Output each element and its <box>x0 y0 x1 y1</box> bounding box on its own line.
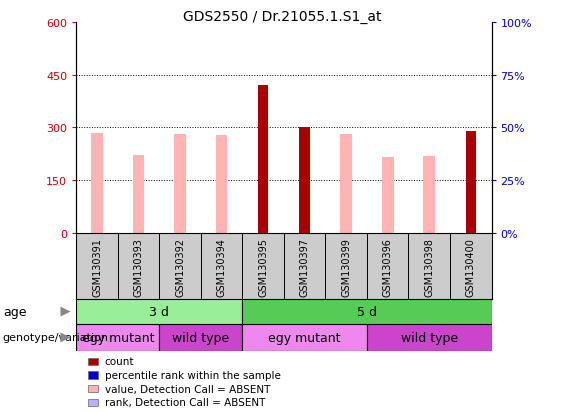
Text: GSM130395: GSM130395 <box>258 237 268 296</box>
Bar <box>91 133 103 233</box>
Text: value, Detection Call = ABSENT: value, Detection Call = ABSENT <box>105 384 270 394</box>
Bar <box>423 157 435 233</box>
Bar <box>382 158 394 233</box>
Text: GSM130399: GSM130399 <box>341 237 351 296</box>
Text: age: age <box>3 305 27 318</box>
Bar <box>466 131 476 233</box>
Text: GDS2550 / Dr.21055.1.S1_at: GDS2550 / Dr.21055.1.S1_at <box>183 10 382 24</box>
Text: wild type: wild type <box>172 331 229 344</box>
Text: GSM130391: GSM130391 <box>92 237 102 296</box>
Text: 5 d: 5 d <box>357 305 377 318</box>
Text: count: count <box>105 356 134 366</box>
Text: 3 d: 3 d <box>149 305 169 318</box>
Bar <box>88 399 98 406</box>
Text: egy mutant: egy mutant <box>268 331 341 344</box>
Bar <box>88 385 98 392</box>
Text: genotype/variation: genotype/variation <box>3 332 109 343</box>
Text: GSM130396: GSM130396 <box>383 237 393 296</box>
Bar <box>299 128 310 233</box>
Text: GSM130394: GSM130394 <box>216 237 227 296</box>
Bar <box>340 134 352 233</box>
Bar <box>367 324 492 351</box>
Bar <box>174 135 186 233</box>
Bar <box>133 156 145 233</box>
Text: rank, Detection Call = ABSENT: rank, Detection Call = ABSENT <box>105 397 265 407</box>
Text: percentile rank within the sample: percentile rank within the sample <box>105 370 280 380</box>
Bar <box>88 358 98 365</box>
Bar <box>88 371 98 379</box>
Bar <box>242 299 492 324</box>
Text: GSM130392: GSM130392 <box>175 237 185 296</box>
Text: GSM130393: GSM130393 <box>133 237 144 296</box>
Polygon shape <box>60 307 71 317</box>
Bar <box>258 86 268 233</box>
Bar <box>76 324 159 351</box>
Text: GSM130398: GSM130398 <box>424 237 434 296</box>
Text: GSM130400: GSM130400 <box>466 237 476 296</box>
Text: wild type: wild type <box>401 331 458 344</box>
Bar <box>216 136 228 233</box>
Polygon shape <box>60 333 71 343</box>
Bar <box>242 324 367 351</box>
Bar <box>76 299 242 324</box>
Text: GSM130397: GSM130397 <box>299 237 310 296</box>
Bar <box>159 324 242 351</box>
Text: egy mutant: egy mutant <box>81 331 154 344</box>
